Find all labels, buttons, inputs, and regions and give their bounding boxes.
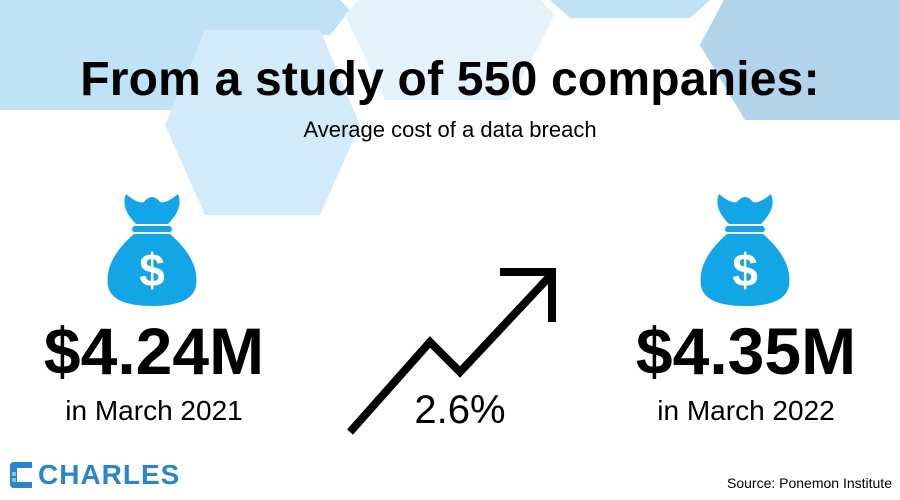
hexagon-shape	[0, 0, 225, 110]
trend-up-arrow-icon	[347, 268, 556, 435]
charles-logo: CHARLES	[8, 458, 180, 492]
hexagon-shape	[195, 0, 350, 35]
svg-text:$: $	[732, 244, 758, 296]
date-2021: in March 2021	[65, 395, 243, 426]
logo-text: CHARLES	[38, 459, 181, 490]
charles-logo-icon	[10, 462, 32, 488]
page-title: From a study of 550 companies:	[80, 53, 820, 106]
source-credit: Source: Ponemon Institute	[727, 475, 892, 491]
percent-change: 2.6%	[414, 388, 506, 432]
hexagon-shape	[700, 0, 900, 120]
amount-2022: $4.35M	[635, 314, 857, 388]
hexagon-shape	[165, 30, 360, 215]
money-bag-icon: $	[700, 194, 790, 306]
hexagon-shape	[550, 0, 710, 18]
money-bag-icon: $	[107, 194, 197, 306]
svg-text:$: $	[139, 244, 165, 296]
page-subtitle: Average cost of a data breach	[303, 117, 597, 142]
date-2022: in March 2022	[657, 395, 835, 426]
hexagon-shape	[345, 0, 555, 100]
amount-2021: $4.24M	[43, 314, 265, 388]
